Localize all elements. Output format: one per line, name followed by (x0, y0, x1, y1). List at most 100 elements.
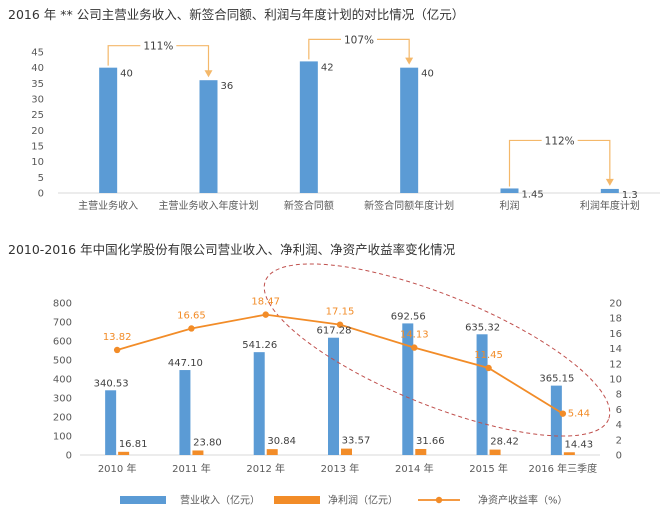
y2-tick-label: 0 (616, 451, 622, 462)
roe-point (262, 311, 269, 318)
y-tick-label: 10 (31, 157, 44, 168)
data-label: 40 (421, 69, 434, 80)
profit-label: 16.81 (119, 439, 148, 450)
legend-roe-marker (435, 496, 443, 504)
y-tick-label: 200 (53, 413, 72, 424)
y2-tick-label: 20 (609, 299, 622, 310)
revenue-bar (328, 337, 339, 455)
revenue-bar (402, 323, 414, 455)
bar (99, 67, 118, 193)
roe-point (188, 325, 195, 332)
revenue-bar (476, 334, 488, 455)
highlight-ellipse (263, 263, 611, 437)
revenue-label: 340.53 (94, 378, 129, 389)
x-tick-label: 利润 (500, 199, 520, 212)
y-tick-label: 700 (53, 318, 72, 329)
percent-label-bg (140, 38, 177, 53)
roe-label: 18.47 (251, 297, 280, 308)
chart2-title: 2010-2016 年中国化学股份有限公司营业收入、净利润、净资产收益率变化情况 (8, 242, 456, 257)
arrow-head-icon (605, 178, 614, 186)
profit-bar (118, 451, 130, 455)
revenue-label: 635.32 (465, 322, 500, 333)
revenue-label: 447.10 (168, 358, 203, 369)
profit-label: 30.84 (267, 436, 296, 447)
x-tick-label: 2016 年三季度 (529, 462, 598, 475)
roe-label: 16.65 (177, 310, 206, 321)
y2-tick-label: 16 (609, 329, 622, 340)
y2-tick-label: 14 (609, 344, 622, 355)
x-tick-label: 2011 年 (172, 462, 211, 475)
y2-tick-label: 18 (609, 314, 622, 325)
legend-revenue-swatch (120, 496, 166, 504)
y-tick-label: 25 (31, 110, 44, 121)
y-tick-label: 0 (38, 189, 44, 200)
profit-bar (489, 449, 501, 455)
revenue-bar (550, 385, 562, 455)
x-tick-label: 主营业务收入年度计划 (159, 199, 259, 212)
y2-tick-label: 10 (609, 375, 622, 386)
legend-profit-swatch (274, 496, 320, 504)
profit-label: 28.42 (490, 437, 519, 448)
revenue-label: 365.15 (539, 374, 574, 385)
profit-label: 23.80 (193, 437, 222, 448)
bar (299, 61, 318, 194)
y2-tick-label: 8 (616, 390, 622, 401)
percent-label-bg (541, 133, 578, 148)
revenue-label: 617.28 (317, 326, 352, 337)
data-label: 36 (221, 81, 234, 92)
y-tick-label: 100 (53, 432, 72, 443)
data-label: 40 (120, 69, 133, 80)
roe-label: 5.44 (568, 409, 590, 420)
roe-point (559, 410, 567, 417)
profit-label: 33.57 (342, 436, 371, 447)
roe-point (113, 346, 121, 354)
y-tick-label: 0 (66, 451, 72, 462)
y-tick-label: 600 (53, 337, 72, 348)
bar (400, 67, 419, 193)
bar (500, 188, 519, 193)
x-tick-label: 2010 年 (98, 462, 137, 475)
revenue-bar (105, 390, 117, 455)
x-tick-label: 新签合同额 (284, 199, 334, 212)
roe-label: 17.15 (326, 307, 355, 318)
bar (199, 80, 218, 193)
revenue-label: 692.56 (391, 311, 426, 322)
revenue-bar (253, 352, 265, 455)
revenue-label: 541.26 (242, 340, 277, 351)
percent-label: 112% (545, 135, 575, 147)
y-tick-label: 400 (53, 375, 72, 386)
y-tick-label: 800 (53, 299, 72, 310)
chart1-plot: 0 5 10 15 20 25 30 35 40 45 40 主营业务收入 36 主营业务收入年度计划 42… (31, 32, 660, 212)
y-tick-label: 20 (31, 126, 44, 137)
profit-label: 31.66 (416, 436, 445, 447)
y-tick-label: 300 (53, 394, 72, 405)
profit-bar (563, 452, 575, 455)
percent-label: 107% (344, 34, 374, 46)
profit-bar (266, 449, 278, 455)
x-tick-label: 2015 年 (469, 462, 508, 475)
data-label: 42 (321, 62, 334, 73)
arrow-head-icon (204, 70, 213, 78)
roe-label: 11.45 (474, 350, 503, 361)
y2-tick-label: 2 (616, 435, 622, 446)
y-tick-label: 5 (38, 173, 44, 184)
roe-point (336, 321, 344, 328)
x-tick-label: 2014 年 (395, 462, 434, 475)
roe-point (485, 364, 492, 372)
y-tick-label: 40 (31, 63, 44, 74)
legend-revenue-label: 营业收入（亿元） (180, 494, 260, 507)
profit-bar (341, 448, 352, 455)
x-tick-label: 2012 年 (246, 462, 285, 475)
legend-profit-label: 净利润（亿元） (328, 494, 398, 507)
profit-bar (192, 450, 204, 455)
percent-label-bg (341, 32, 377, 47)
data-label: 1.3 (622, 190, 638, 201)
y2-tick-label: 12 (609, 359, 622, 370)
y-tick-label: 30 (31, 95, 44, 106)
bar (600, 188, 619, 193)
y2-tick-label: 4 (616, 420, 622, 431)
profit-label: 14.43 (565, 439, 594, 450)
x-tick-label: 主营业务收入 (78, 199, 138, 212)
y2-tick-label: 6 (616, 405, 622, 416)
